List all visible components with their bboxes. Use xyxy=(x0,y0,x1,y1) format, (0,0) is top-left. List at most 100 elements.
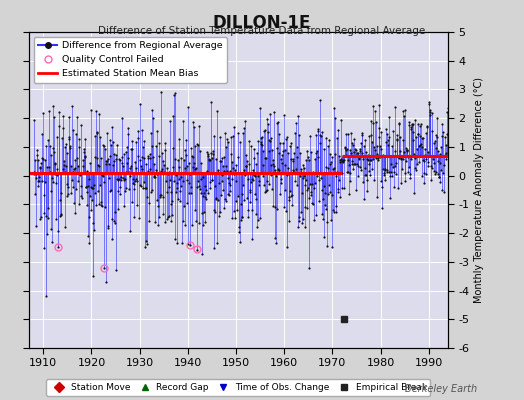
Point xyxy=(412,134,420,140)
Point xyxy=(392,160,400,166)
Point xyxy=(120,177,128,184)
Point xyxy=(87,207,95,214)
Point xyxy=(416,133,424,139)
Point xyxy=(210,245,218,252)
Point xyxy=(219,162,227,169)
Point xyxy=(304,154,312,160)
Point xyxy=(330,165,338,171)
Point xyxy=(287,139,295,146)
Point xyxy=(149,154,157,160)
Point xyxy=(107,236,116,243)
Point xyxy=(283,165,292,171)
Point xyxy=(88,197,96,203)
Point xyxy=(272,206,281,212)
Point xyxy=(182,163,191,169)
Point xyxy=(250,172,258,178)
Point xyxy=(217,192,225,198)
Point xyxy=(115,156,124,163)
Point xyxy=(441,156,450,162)
Point xyxy=(344,156,352,163)
Point xyxy=(151,218,159,225)
Point xyxy=(36,164,45,171)
Point xyxy=(135,214,143,221)
Point xyxy=(91,190,99,196)
Point xyxy=(38,155,46,162)
Point xyxy=(328,154,336,160)
Point xyxy=(61,169,69,176)
Point xyxy=(29,117,38,123)
Point xyxy=(283,172,291,178)
Point xyxy=(286,188,294,194)
Point xyxy=(392,137,401,144)
Point xyxy=(215,209,224,216)
Point xyxy=(180,202,189,209)
Point xyxy=(150,161,158,167)
Point xyxy=(268,203,277,209)
Point xyxy=(216,134,225,140)
Point xyxy=(289,166,298,173)
Point xyxy=(135,169,144,176)
Point xyxy=(279,148,287,154)
Point xyxy=(86,183,95,190)
Point xyxy=(286,143,294,149)
Point xyxy=(171,236,180,242)
Point xyxy=(427,163,435,169)
Point xyxy=(40,245,49,251)
Point xyxy=(214,180,223,186)
Point xyxy=(95,163,104,169)
Point xyxy=(416,122,424,129)
Point xyxy=(159,194,167,200)
Point xyxy=(374,155,382,162)
Point xyxy=(304,264,313,271)
Point xyxy=(241,118,249,125)
Point xyxy=(375,125,384,131)
Point xyxy=(216,158,224,164)
Point xyxy=(236,138,244,145)
Point xyxy=(421,152,429,158)
Point xyxy=(324,191,332,197)
Point xyxy=(64,184,72,190)
Point xyxy=(390,169,398,175)
Point xyxy=(221,163,230,170)
Point xyxy=(417,134,425,141)
Point xyxy=(296,172,304,179)
Point xyxy=(187,190,195,196)
Point xyxy=(187,184,195,190)
Point xyxy=(54,228,62,234)
Point xyxy=(330,209,339,215)
Point xyxy=(417,120,425,127)
Point xyxy=(105,175,113,182)
Point xyxy=(438,187,446,193)
Point xyxy=(419,135,427,142)
Point xyxy=(278,160,287,166)
Point xyxy=(306,181,314,187)
Point xyxy=(247,143,256,150)
Point xyxy=(93,129,101,136)
Point xyxy=(321,134,330,141)
Point xyxy=(382,139,390,145)
Point xyxy=(185,180,193,186)
Point xyxy=(111,220,119,226)
Point xyxy=(266,111,274,118)
Point xyxy=(77,182,85,189)
Point xyxy=(192,141,201,147)
Point xyxy=(46,168,54,175)
Point xyxy=(407,156,415,163)
Point xyxy=(85,240,93,246)
Point xyxy=(223,136,231,142)
Point xyxy=(190,124,198,130)
Point xyxy=(266,162,275,169)
Point xyxy=(51,171,60,178)
Point xyxy=(236,169,245,176)
Point xyxy=(312,148,321,154)
Point xyxy=(293,182,302,188)
Point xyxy=(201,219,209,226)
Point xyxy=(326,159,335,166)
Point xyxy=(99,173,107,179)
Point xyxy=(252,196,260,202)
Point xyxy=(338,170,346,177)
Point xyxy=(411,116,419,123)
Point xyxy=(238,191,246,197)
Point xyxy=(71,210,79,216)
Point xyxy=(409,120,417,127)
